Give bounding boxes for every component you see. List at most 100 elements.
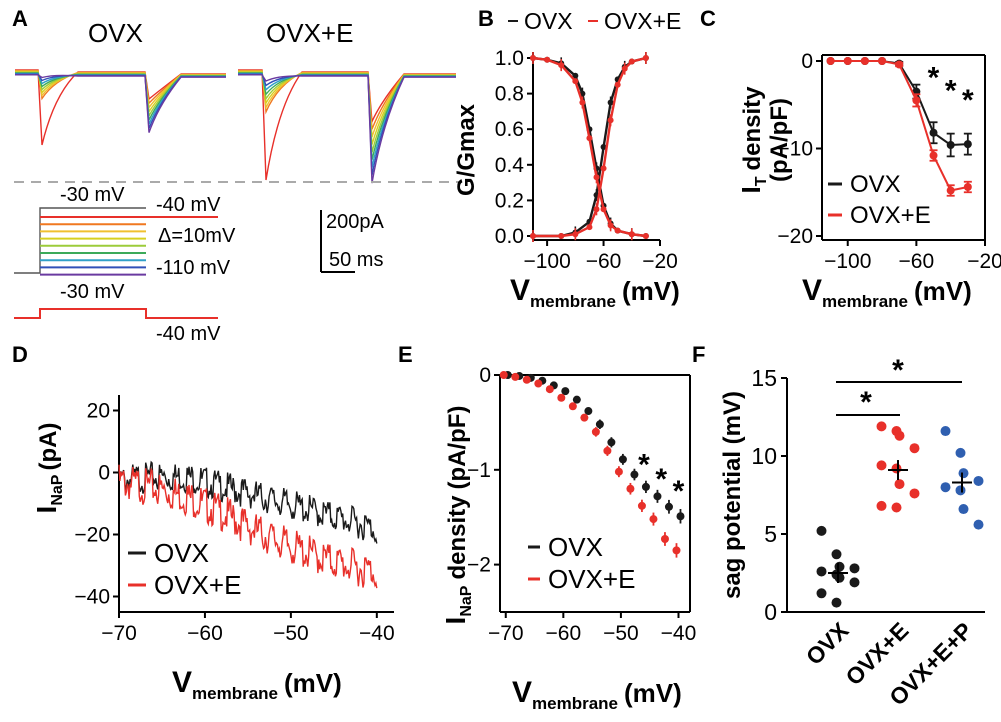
- panel-letter-a: A: [12, 6, 28, 31]
- series-line: [533, 56, 647, 238]
- y-tick-label: 0.2: [495, 189, 524, 212]
- data-point: [963, 183, 972, 191]
- y-axis-label: INaPdensity(pA/pF): [440, 406, 475, 625]
- data-point: [544, 56, 551, 63]
- y-axis-label: ITdensity: [736, 86, 770, 194]
- x-axis-label: Vmembrane (mV): [172, 666, 342, 703]
- data-point: [607, 222, 614, 229]
- data-point: [530, 55, 536, 61]
- significance-marker: *: [892, 354, 904, 387]
- y-tick-label: −20: [74, 524, 110, 547]
- data-point: [955, 447, 966, 458]
- y-tick-label: 20: [87, 400, 110, 423]
- current-traces: [15, 69, 456, 184]
- protocol-label-min: -110 mV: [156, 257, 231, 279]
- data-point: [973, 519, 984, 530]
- data-point: [637, 501, 646, 510]
- legend-label-ovxe: OVX+E: [604, 8, 681, 34]
- protocol-label-step: Δ=10mV: [158, 225, 236, 247]
- data-point: [600, 165, 607, 172]
- data-point: [912, 96, 921, 105]
- y-tick-label: 10: [751, 443, 777, 469]
- x-tick-label: −70: [101, 622, 137, 645]
- current-trace: [238, 74, 456, 184]
- y-tick-label: 1.0: [495, 47, 524, 70]
- data-point: [558, 62, 565, 69]
- data-point: [894, 479, 905, 490]
- significance-marker: *: [928, 61, 940, 94]
- data-point: [618, 455, 627, 464]
- data-point: [511, 372, 520, 381]
- significance-marker: *: [638, 449, 650, 482]
- y-tick-label: 0: [764, 599, 777, 625]
- y-tick-label: −1: [467, 459, 491, 482]
- y-tick-label: 0.0: [495, 225, 524, 248]
- data-point: [676, 512, 685, 521]
- y-tick-label: 0.8: [495, 83, 524, 106]
- data-point: [834, 572, 845, 583]
- category-label: OVX: [801, 617, 854, 670]
- x-tick-label: −20: [642, 250, 678, 273]
- data-point: [831, 549, 842, 560]
- legend-label: OVX: [850, 171, 901, 198]
- data-point: [895, 60, 904, 69]
- group-label-ovx: OVX: [88, 18, 143, 48]
- x-tick-label: −50: [273, 622, 309, 645]
- x-axis-label: Vmembrane (mV): [512, 676, 682, 713]
- data-point: [909, 443, 920, 454]
- data-point: [876, 421, 887, 432]
- data-point: [600, 206, 607, 213]
- protocol-label-test: -40 mV: [156, 194, 221, 216]
- current-trace: [238, 71, 456, 153]
- data-point: [530, 233, 536, 239]
- data-point: [626, 484, 635, 493]
- data-point: [891, 502, 902, 513]
- data-point: [826, 57, 835, 65]
- data-point: [561, 387, 570, 396]
- data-point: [876, 460, 887, 471]
- y-tick-label: 0.6: [495, 118, 524, 141]
- data-point: [586, 135, 593, 142]
- x-tick-label: −40: [359, 622, 395, 645]
- data-point: [545, 385, 554, 394]
- data-point: [614, 467, 623, 476]
- data-point: [894, 430, 905, 441]
- series-line: [118, 460, 378, 544]
- y-axis-label: INaP(pA): [31, 423, 66, 514]
- y-axis-label: sag potential (mV): [719, 391, 746, 599]
- y-tick-label: 0: [801, 50, 813, 73]
- protocol-label-top: -30 mV: [60, 184, 125, 206]
- data-point: [642, 55, 649, 61]
- series-line: [533, 56, 647, 238]
- series-line: [532, 56, 647, 238]
- data-point: [963, 140, 972, 149]
- protocol-label-bottom: -30 mV: [60, 281, 125, 303]
- series-line: [532, 56, 647, 238]
- data-point: [641, 482, 650, 491]
- legend-label: OVX: [154, 538, 209, 568]
- data-point: [603, 446, 612, 455]
- x-tick-label: −70: [488, 622, 524, 645]
- data-point: [642, 233, 649, 239]
- data-point: [955, 485, 966, 496]
- data-point: [579, 99, 586, 106]
- data-point: [600, 144, 607, 150]
- y-tick-label: −40: [74, 586, 110, 609]
- protocol-bottom: [14, 308, 218, 319]
- protocol-label-bottom-test: -40 mV: [156, 323, 221, 345]
- data-point: [940, 426, 951, 437]
- data-point: [595, 420, 604, 429]
- y-axis-unit: (pA/pF): [766, 98, 793, 182]
- significance-marker: *: [962, 84, 974, 117]
- data-point: [929, 128, 938, 137]
- y-tick-label: 0.4: [495, 154, 525, 177]
- chart-b: −100 −60 −20 0.0 0.2 0.4 0.6 0.8 1.0: [495, 47, 678, 273]
- x-tick-label: −60: [586, 250, 622, 273]
- data-point: [940, 482, 951, 493]
- data-point: [946, 141, 955, 149]
- data-point: [946, 186, 955, 195]
- data-point: [572, 78, 579, 85]
